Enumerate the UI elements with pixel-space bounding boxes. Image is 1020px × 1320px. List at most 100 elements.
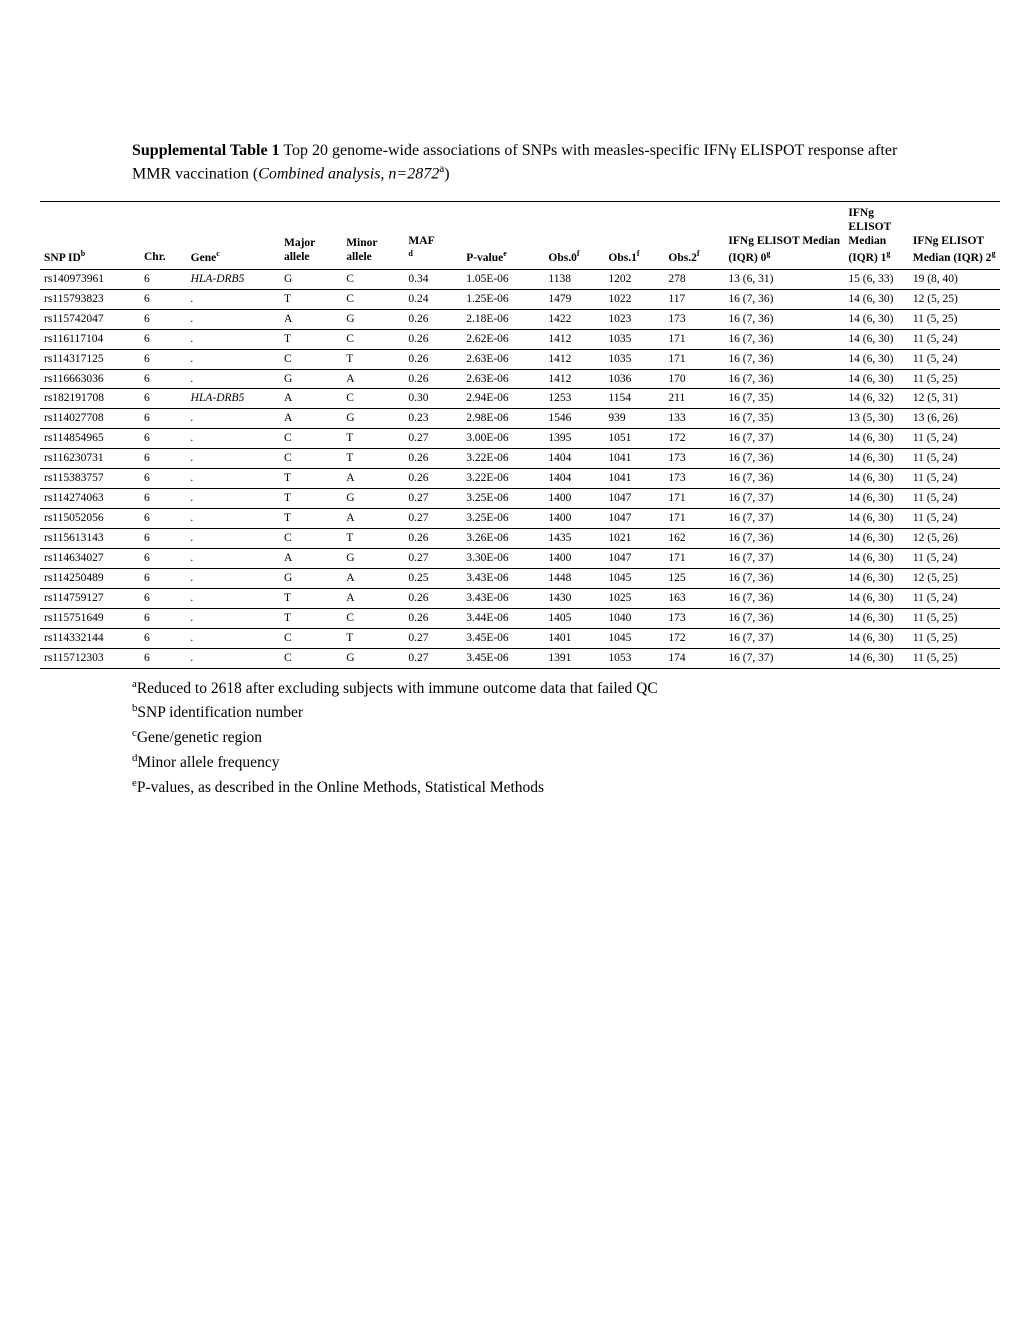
- table-row: rs1143321446.CT0.273.45E-061401104517216…: [40, 628, 1000, 648]
- cell-major: C: [280, 648, 342, 668]
- cell-obs0: 1405: [544, 608, 604, 628]
- cell-snp: rs115793823: [40, 289, 140, 309]
- cell-pvalue: 2.98E-06: [462, 409, 544, 429]
- cell-obs2: 171: [664, 548, 724, 568]
- cell-obs1: 1041: [604, 469, 664, 489]
- cell-pvalue: 1.05E-06: [462, 269, 544, 289]
- cell-gene: .: [187, 469, 280, 489]
- cell-chr: 6: [140, 429, 187, 449]
- cell-minor: G: [342, 309, 404, 329]
- cell-pvalue: 3.25E-06: [462, 489, 544, 509]
- cell-maf: 0.27: [404, 489, 462, 509]
- cell-med2: 11 (5, 25): [909, 309, 1000, 329]
- header-pvalue: P-valuee: [462, 201, 544, 269]
- cell-snp: rs115613143: [40, 529, 140, 549]
- header-maf: MAFd: [404, 201, 462, 269]
- cell-obs2: 117: [664, 289, 724, 309]
- cell-chr: 6: [140, 608, 187, 628]
- table-row: rs1161171046.TC0.262.62E-061412103517116…: [40, 329, 1000, 349]
- cell-major: A: [280, 309, 342, 329]
- table-row: rs1157123036.CG0.273.45E-061391105317416…: [40, 648, 1000, 668]
- cell-med1: 14 (6, 30): [844, 628, 908, 648]
- cell-obs0: 1412: [544, 329, 604, 349]
- cell-minor: C: [342, 289, 404, 309]
- cell-obs2: 170: [664, 369, 724, 389]
- cell-major: T: [280, 509, 342, 529]
- cell-snp: rs114317125: [40, 349, 140, 369]
- cell-med2: 11 (5, 24): [909, 429, 1000, 449]
- cell-major: A: [280, 389, 342, 409]
- cell-major: C: [280, 449, 342, 469]
- cell-major: T: [280, 489, 342, 509]
- cell-pvalue: 3.25E-06: [462, 509, 544, 529]
- cell-pvalue: 3.00E-06: [462, 429, 544, 449]
- cell-pvalue: 2.63E-06: [462, 349, 544, 369]
- cell-gene: .: [187, 648, 280, 668]
- cell-obs0: 1412: [544, 349, 604, 369]
- table-row: rs1143171256.CT0.262.63E-061412103517116…: [40, 349, 1000, 369]
- header-med1: IFNg ELISOT Median (IQR) 1g: [844, 201, 908, 269]
- cell-med1: 14 (6, 30): [844, 489, 908, 509]
- cell-gene: .: [187, 529, 280, 549]
- cell-med2: 11 (5, 24): [909, 329, 1000, 349]
- table-row: rs1166630366.GA0.262.63E-061412103617016…: [40, 369, 1000, 389]
- header-chr: Chr.: [140, 201, 187, 269]
- cell-gene: .: [187, 309, 280, 329]
- cell-med1: 15 (6, 33): [844, 269, 908, 289]
- cell-snp: rs116230731: [40, 449, 140, 469]
- header-minor: Minor allele: [342, 201, 404, 269]
- cell-pvalue: 3.43E-06: [462, 588, 544, 608]
- cell-med0: 16 (7, 36): [724, 469, 844, 489]
- cell-obs2: 133: [664, 409, 724, 429]
- cell-obs0: 1253: [544, 389, 604, 409]
- table-row: rs1157938236.TC0.241.25E-061479102211716…: [40, 289, 1000, 309]
- cell-med2: 11 (5, 24): [909, 469, 1000, 489]
- cell-obs0: 1401: [544, 628, 604, 648]
- cell-minor: C: [342, 389, 404, 409]
- cell-maf: 0.24: [404, 289, 462, 309]
- header-gene: Genec: [187, 201, 280, 269]
- cell-minor: C: [342, 269, 404, 289]
- cell-major: C: [280, 349, 342, 369]
- header-row: SNP IDb Chr. Genec Major allele Minor al…: [40, 201, 1000, 269]
- cell-chr: 6: [140, 309, 187, 329]
- cell-pvalue: 2.94E-06: [462, 389, 544, 409]
- cell-med2: 11 (5, 25): [909, 628, 1000, 648]
- cell-minor: G: [342, 648, 404, 668]
- cell-chr: 6: [140, 588, 187, 608]
- cell-gene: .: [187, 449, 280, 469]
- cell-med0: 16 (7, 37): [724, 489, 844, 509]
- cell-med1: 14 (6, 30): [844, 449, 908, 469]
- cell-med0: 16 (7, 36): [724, 289, 844, 309]
- cell-med0: 16 (7, 37): [724, 509, 844, 529]
- cell-med2: 12 (5, 31): [909, 389, 1000, 409]
- cell-med0: 16 (7, 36): [724, 369, 844, 389]
- footnote-c: cGene/genetic region: [132, 726, 1000, 749]
- cell-med2: 11 (5, 24): [909, 349, 1000, 369]
- title-bold: Supplemental Table 1: [132, 142, 280, 159]
- footnote-a: aReduced to 2618 after excluding subject…: [132, 677, 1000, 700]
- cell-med0: 16 (7, 36): [724, 588, 844, 608]
- cell-med1: 14 (6, 30): [844, 329, 908, 349]
- table-row: rs1150520566.TA0.273.25E-061400104717116…: [40, 509, 1000, 529]
- cell-minor: T: [342, 449, 404, 469]
- cell-med0: 16 (7, 36): [724, 309, 844, 329]
- cell-gene: .: [187, 489, 280, 509]
- cell-minor: T: [342, 429, 404, 449]
- title-italic: Combined analysis, n=2872: [258, 165, 439, 182]
- cell-pvalue: 3.45E-06: [462, 628, 544, 648]
- cell-obs0: 1479: [544, 289, 604, 309]
- cell-obs0: 1546: [544, 409, 604, 429]
- cell-obs2: 174: [664, 648, 724, 668]
- cell-obs1: 1021: [604, 529, 664, 549]
- cell-obs0: 1412: [544, 369, 604, 389]
- cell-obs2: 172: [664, 628, 724, 648]
- cell-med2: 19 (8, 40): [909, 269, 1000, 289]
- cell-med1: 14 (6, 30): [844, 469, 908, 489]
- cell-chr: 6: [140, 269, 187, 289]
- cell-minor: A: [342, 369, 404, 389]
- cell-major: G: [280, 269, 342, 289]
- cell-snp: rs114274063: [40, 489, 140, 509]
- cell-maf: 0.26: [404, 449, 462, 469]
- cell-med2: 11 (5, 24): [909, 489, 1000, 509]
